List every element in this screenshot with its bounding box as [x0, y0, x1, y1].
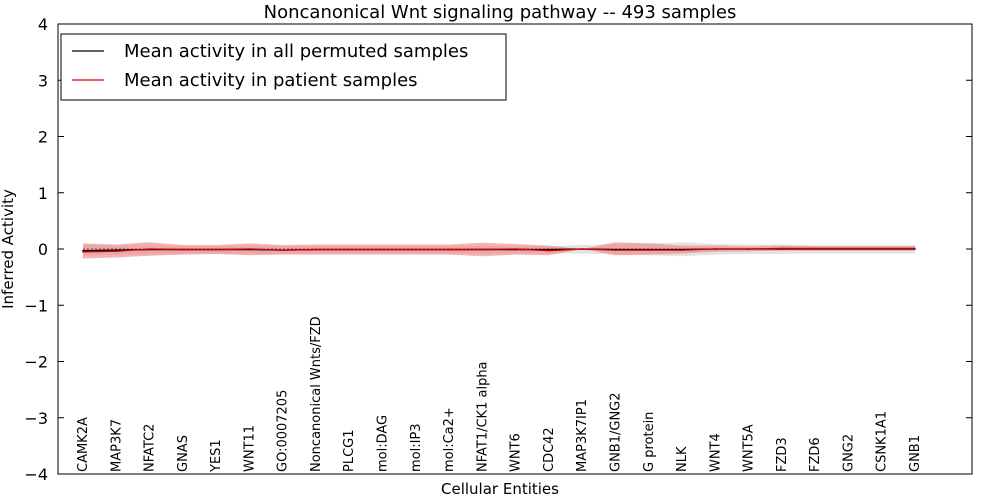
y-tick-label: 1	[38, 184, 48, 203]
point-patient-6	[281, 249, 284, 251]
x-tick-label: CAMK2A	[76, 417, 91, 472]
point-patient-2	[148, 248, 151, 250]
x-tick-label: GNAS	[176, 435, 191, 472]
point-patient-18	[681, 249, 683, 251]
y-tick-label: 2	[38, 128, 48, 147]
point-patient-20	[747, 248, 750, 250]
chart-title: Noncanonical Wnt signaling pathway -- 49…	[264, 2, 737, 23]
x-tick-label: FZD3	[775, 437, 790, 472]
x-tick-label: YES1	[209, 439, 224, 473]
x-tick-label: MAP3K7IP1	[575, 399, 590, 472]
point-patient-15	[581, 248, 583, 250]
x-axis-category-labels: CAMK2A MAP3K7 NFATC2 GNAS YES1 WNT11 GO:000720…	[76, 316, 923, 473]
x-tick-label: mol:IP3	[409, 423, 424, 472]
x-tick-label: GNG2	[841, 434, 856, 472]
point-patient-25	[914, 247, 916, 250]
legend-box	[60, 33, 507, 101]
point-patient-11	[448, 248, 450, 251]
point-patient-16	[614, 249, 617, 251]
point-permuted-1	[115, 249, 118, 251]
point-patient-7	[315, 248, 317, 251]
x-tick-label: Noncanonical Wnts/FZD	[309, 316, 324, 472]
legend: Mean activity in all permuted samples Me…	[60, 33, 507, 101]
x-tick-label: NLK	[675, 446, 690, 472]
point-permuted-0	[82, 249, 84, 252]
x-axis-label: Cellular Entities	[441, 480, 559, 498]
x-tick-label: NFATC2	[143, 424, 158, 472]
point-patient-1	[115, 250, 118, 253]
point-patient-9	[381, 248, 384, 251]
legend-label-patient: Mean activity in patient samples	[124, 70, 418, 91]
x-tick-label: NFAT1/CK1 alpha	[475, 361, 490, 472]
x-tick-label: WNT11	[242, 425, 257, 472]
x-tick-label: PLCG1	[342, 429, 357, 472]
y-tick-label: 3	[38, 71, 48, 90]
x-tick-label: WNT6	[509, 433, 524, 472]
point-patient-14	[548, 249, 550, 252]
y-tick-label: −4	[24, 465, 48, 484]
point-patient-10	[415, 248, 417, 251]
point-patient-19	[714, 248, 717, 250]
y-tick-label: −3	[24, 409, 48, 428]
x-tick-label: G protein	[642, 412, 657, 472]
y-axis-ticks: 4 3 2 1 0 −1 −2 −3 −4	[24, 15, 972, 484]
x-tick-label: GO:0007205	[276, 390, 291, 472]
x-tick-label: CDC42	[542, 427, 557, 472]
point-patient-4	[215, 248, 217, 251]
point-patient-3	[182, 248, 184, 251]
confidence-bands	[83, 242, 915, 259]
point-patient-0	[82, 251, 84, 253]
line-patient	[82, 247, 915, 253]
point-patient-12	[481, 248, 484, 251]
point-patient-5	[248, 248, 251, 250]
series-lines	[82, 247, 916, 253]
x-tick-label: MAP3K7	[109, 419, 124, 472]
y-tick-label: 4	[38, 15, 48, 34]
point-patient-22	[814, 247, 816, 250]
y-tick-label: −2	[24, 353, 48, 372]
point-patient-17	[648, 249, 650, 251]
y-tick-label: 0	[38, 240, 48, 259]
x-tick-label: mol:DAG	[376, 415, 391, 472]
x-tick-label: mol:Ca2+	[442, 407, 457, 472]
point-patient-21	[781, 247, 783, 250]
x-tick-label: WNT4	[708, 433, 723, 472]
x-tick-label: GNB1	[908, 435, 923, 472]
x-tick-label: FZD6	[808, 437, 823, 472]
x-tick-label: WNT5A	[742, 424, 757, 472]
y-tick-label: −1	[24, 296, 48, 315]
band-patient	[83, 242, 915, 259]
x-tick-label: CSNK1A1	[875, 411, 890, 472]
point-patient-23	[847, 247, 850, 250]
point-patient-13	[514, 248, 517, 250]
x-tick-label: GNB1/GNG2	[609, 392, 624, 472]
point-permuted-14	[548, 248, 550, 251]
point-patient-8	[348, 248, 351, 251]
y-axis-label: Inferred Activity	[0, 189, 17, 309]
legend-label-permuted: Mean activity in all permuted samples	[124, 41, 468, 62]
point-patient-24	[880, 247, 883, 250]
